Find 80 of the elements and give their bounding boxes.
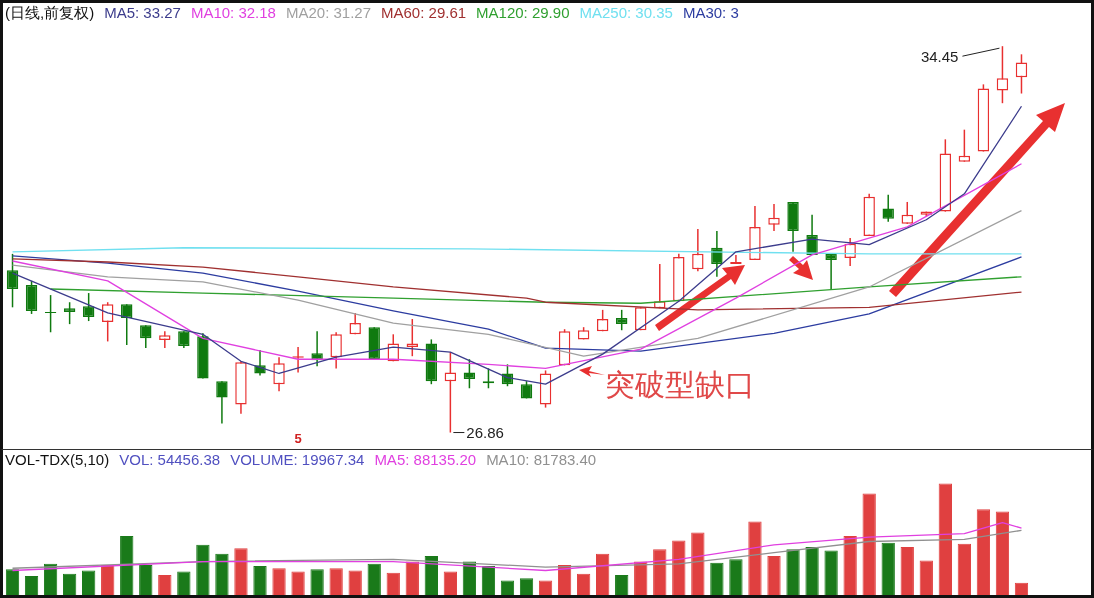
bar [805,547,819,595]
text: MA60: 29.61 [381,4,467,21]
bar [386,572,400,595]
bar [615,574,629,595]
bar [786,549,800,595]
chart-title: VOL-TDX(5,10) [5,451,110,468]
bar [310,569,324,595]
bar [576,573,591,595]
text: MA120: 29.90 [476,4,570,21]
bar [748,521,762,595]
bar [272,568,286,595]
bar [139,564,153,595]
bar [938,483,952,595]
candlestick [1015,53,1028,95]
candlestick [330,331,342,370]
bar [62,573,77,595]
annotation: 5 [294,431,302,446]
bar [596,553,610,595]
candlestick [825,253,837,291]
bar [843,535,857,595]
candlestick [311,330,323,368]
bar [329,568,343,595]
candlestick [882,194,894,223]
bar [976,509,991,595]
bar [481,566,496,595]
candlestick [25,280,38,315]
bar [120,535,134,595]
bar [101,564,115,595]
candlestick [615,309,628,331]
candlestick [406,318,419,357]
chart-title: (日线,前复权) [5,4,95,21]
bar [215,553,229,595]
bar [291,571,305,595]
bar [253,566,267,595]
text: MA30: 3 [682,4,739,21]
bar [348,570,362,595]
bar [900,547,914,595]
annotation: 突破型缺口 [605,367,755,402]
text: MA250: 30.35 [579,4,673,21]
candlestick [958,128,971,163]
text: MA10: 32.18 [190,4,276,21]
text: VOLUME: 19967.34 [230,451,365,468]
bar [5,569,20,595]
candlestick [216,380,228,425]
bar [691,532,705,595]
bar [881,542,895,595]
annotation: 26.86 [466,423,504,441]
bar [405,561,419,595]
bar [995,511,1010,595]
bar [443,571,458,595]
bar [367,563,381,595]
bar [862,493,876,595]
candlestick [121,303,133,346]
text: MA10: 81783.40 [486,451,597,468]
text: MA5: 88135.20 [374,451,477,468]
bar [767,556,781,595]
bar [177,571,191,595]
bar [634,561,648,595]
candlestick [768,203,780,232]
bar [729,559,743,595]
candlestick [82,292,95,322]
bar [158,574,172,595]
bar [919,560,933,595]
bar [196,544,210,595]
bar [710,562,724,595]
bar [424,556,438,595]
bar [957,543,972,595]
candlestick [996,45,1009,104]
text: MA5: 33.27 [104,4,181,21]
text: MA20: 31.27 [285,4,372,21]
bar [824,550,838,595]
text: VOL: 54456.38 [119,451,221,468]
bar [234,548,248,595]
bar [82,570,96,595]
bar [672,540,686,595]
bar [653,549,667,595]
annotation: 34.45 [920,48,959,66]
candlestick [6,253,19,309]
candlestick [463,358,476,390]
candlestick [44,294,57,334]
